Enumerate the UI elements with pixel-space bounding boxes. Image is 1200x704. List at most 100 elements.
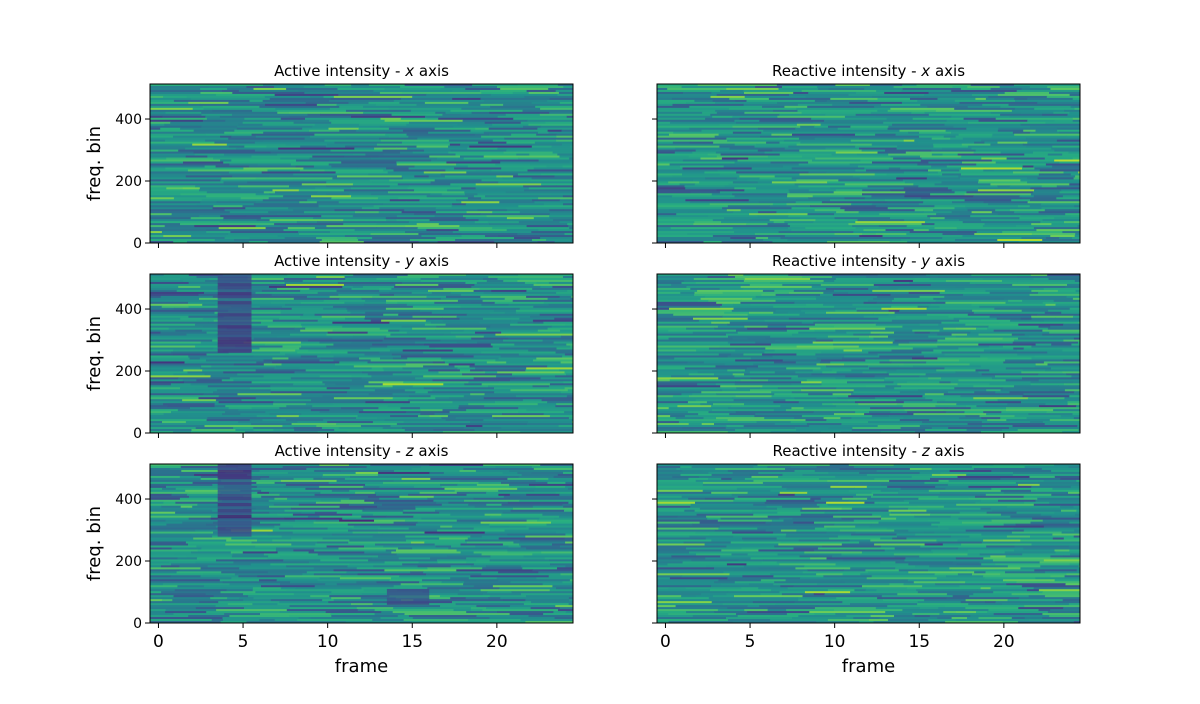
heatmap-cell	[657, 365, 716, 368]
heatmap-cell	[262, 99, 330, 103]
heatmap-cell	[197, 549, 277, 552]
heatmap-cell	[657, 145, 720, 148]
heatmap-cell	[207, 155, 253, 158]
heatmap-cell	[570, 419, 573, 422]
heatmap-cell	[865, 569, 900, 572]
heatmap-cell	[374, 613, 405, 616]
heatmap-cell	[868, 421, 923, 424]
heatmap-cell	[244, 607, 291, 610]
heatmap-cell	[1038, 373, 1067, 376]
heatmap-cell	[460, 551, 475, 554]
heatmap-cell	[313, 477, 346, 481]
heatmap-cell	[204, 165, 217, 168]
heatmap-cell	[657, 197, 731, 200]
heatmap-cell	[526, 595, 573, 598]
heatmap-cell	[374, 519, 406, 523]
heatmap-cell	[787, 193, 863, 196]
heatmap-cell	[456, 315, 511, 319]
heatmap-cell	[510, 379, 531, 382]
heatmap-cell	[319, 375, 352, 378]
heatmap-cell	[485, 371, 498, 374]
heatmap-cell	[830, 317, 879, 321]
heatmap-cell	[1026, 589, 1040, 592]
heatmap-cell	[973, 397, 1029, 400]
heatmap-cell	[775, 603, 851, 606]
heatmap-cell	[560, 573, 573, 576]
heatmap-cell	[560, 335, 573, 338]
heatmap-cell	[228, 309, 281, 313]
heatmap-cell	[202, 369, 257, 372]
heatmap-cell	[1019, 601, 1056, 604]
heatmap-cell	[888, 505, 918, 509]
heatmap-cell	[466, 171, 521, 174]
heatmap-cell	[736, 387, 761, 390]
heatmap-cell	[720, 153, 781, 156]
heatmap-cell	[1005, 301, 1044, 305]
heatmap-cell	[403, 619, 469, 622]
heatmap-cell	[182, 379, 197, 382]
heatmap-cell	[712, 99, 736, 103]
heatmap-cell	[880, 431, 916, 433]
heatmap-cell	[827, 503, 879, 507]
heatmap-cell	[878, 503, 957, 507]
heatmap-cell	[1000, 151, 1034, 154]
heatmap-cell	[1015, 481, 1039, 485]
heatmap-cell	[183, 381, 253, 384]
heatmap-cell	[1079, 523, 1080, 527]
heatmap-cell	[233, 379, 303, 382]
heatmap-cell	[902, 87, 962, 91]
heatmap-cell	[179, 497, 219, 501]
heatmap-cell	[201, 365, 212, 368]
heatmap-cell	[722, 603, 776, 606]
heatmap-cell	[554, 175, 573, 178]
heatmap-cell	[150, 357, 191, 360]
heatmap-cell	[835, 475, 913, 479]
heatmap-cell	[727, 323, 769, 327]
heatmap-cell	[763, 239, 788, 242]
heatmap-cell	[690, 505, 767, 509]
heatmap-cell	[928, 169, 942, 172]
heatmap-cell	[180, 505, 193, 509]
heatmap-cell	[463, 467, 535, 471]
heatmap-cell	[150, 497, 181, 501]
heatmap-cell	[1051, 343, 1072, 346]
heatmap-cell	[349, 497, 380, 501]
heatmap-cell	[259, 347, 300, 350]
heatmap-cell	[228, 171, 263, 174]
heatmap-cell	[657, 485, 703, 489]
heatmap-cell	[261, 321, 333, 325]
heatmap-cell	[308, 551, 365, 554]
heatmap-cell	[930, 217, 946, 220]
heatmap-cell	[150, 515, 212, 519]
heatmap-cell	[351, 287, 380, 291]
heatmap-cell	[727, 419, 806, 422]
heatmap-cell	[917, 99, 956, 103]
heatmap-cell	[657, 367, 686, 370]
heatmap-cell	[489, 559, 550, 562]
heatmap-cell	[410, 109, 451, 113]
heatmap-cell	[553, 341, 573, 344]
heatmap-cell	[189, 495, 244, 499]
heatmap-cell	[936, 539, 958, 542]
heatmap-cell	[757, 215, 789, 218]
heatmap-cell	[767, 155, 803, 158]
heatmap-cell	[1041, 185, 1058, 188]
heatmap-cell	[814, 613, 836, 616]
heatmap-cell	[300, 145, 327, 148]
heatmap-cell	[373, 205, 453, 208]
heatmap-cell	[912, 357, 938, 360]
heatmap-cell	[268, 555, 281, 558]
heatmap-cell	[1018, 597, 1080, 600]
heatmap-cell	[1069, 549, 1080, 552]
heatmap-cell	[860, 159, 922, 162]
heatmap-cell	[226, 327, 295, 331]
heatmap-cell	[740, 209, 816, 212]
heatmap-cell	[774, 545, 823, 548]
heatmap-cell	[1032, 517, 1080, 521]
heatmap-cell	[657, 359, 736, 362]
heatmap-cell	[891, 361, 927, 364]
heatmap-cell	[1020, 123, 1080, 127]
heatmap-cell	[785, 399, 849, 402]
heatmap-cell	[426, 295, 447, 299]
heatmap-cell	[150, 431, 174, 433]
